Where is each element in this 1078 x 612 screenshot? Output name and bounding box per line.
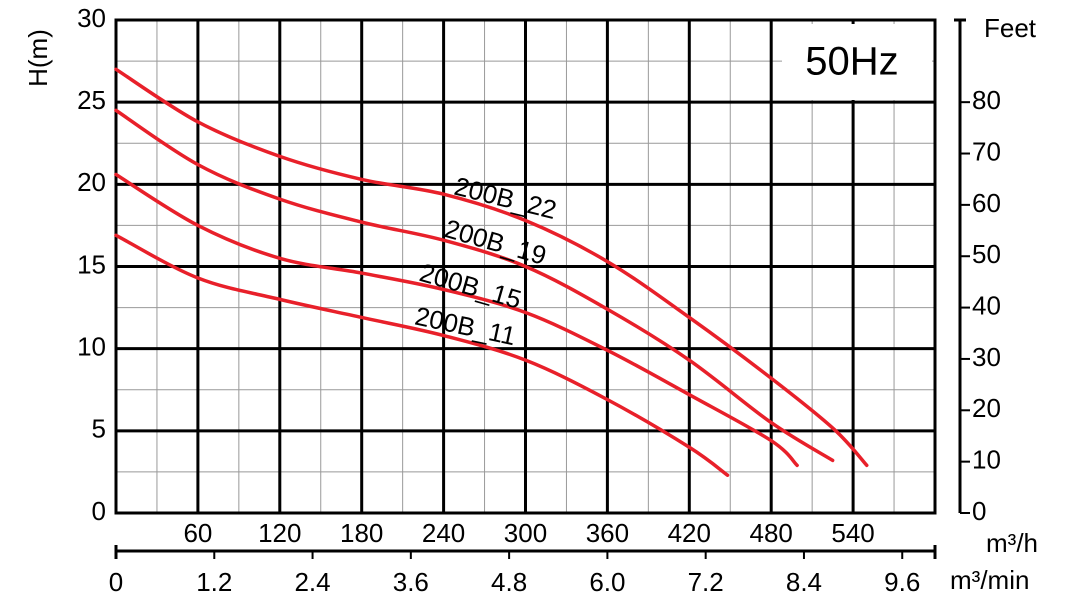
x2-tick-label: 8.4 [786, 567, 822, 597]
x2-tick-label: 0 [109, 567, 123, 597]
x2-tick-label: 4.8 [491, 567, 527, 597]
pump-curve [114, 172, 799, 468]
pump-curve [114, 233, 730, 477]
y-axis-label: H(m) [23, 29, 53, 87]
x2-tick-label: 2.4 [294, 567, 330, 597]
y2-tick-label: 40 [972, 290, 1001, 320]
y-tick-label: 10 [77, 332, 106, 362]
x-tick-label: 60 [183, 518, 212, 548]
x2-tick-label: 3.6 [393, 567, 429, 597]
x-tick-label: 300 [504, 518, 547, 548]
y-tick-label: 5 [92, 414, 106, 444]
x-tick-label: 180 [340, 518, 383, 548]
x2-axis-label: m³/min [950, 565, 1029, 595]
x-tick-label: 540 [831, 518, 874, 548]
y2-tick-label: 0 [972, 496, 986, 526]
y2-axis-label: Feet [984, 13, 1037, 43]
y-tick-label: 20 [77, 167, 106, 197]
pump-curve [114, 108, 835, 463]
y2-tick-label: 30 [972, 342, 1001, 372]
y-tick-label: 30 [77, 3, 106, 33]
curve-label: 200B_19 [441, 213, 549, 271]
x-tick-label: 240 [422, 518, 465, 548]
x2-tick-label: 9.6 [884, 567, 920, 597]
y-tick-label: 15 [77, 249, 106, 279]
y2-tick-label: 60 [972, 188, 1001, 218]
y-tick-label: 0 [92, 496, 106, 526]
y2-tick-label: 50 [972, 239, 1001, 269]
title-box [782, 24, 932, 100]
x-axis-label: m³/h [986, 528, 1038, 558]
y2-tick-label: 80 [972, 85, 1001, 115]
plot-border [114, 18, 937, 515]
x2-tick-label: 6.0 [589, 567, 625, 597]
y2-tick-label: 10 [972, 445, 1001, 475]
y-tick-label: 25 [77, 85, 106, 115]
x-tick-label: 120 [258, 518, 301, 548]
pump-curve [114, 67, 869, 468]
y2-tick-label: 70 [972, 136, 1001, 166]
x2-tick-label: 7.2 [688, 567, 724, 597]
x2-tick-label: 1.2 [196, 567, 232, 597]
y2-tick-label: 20 [972, 393, 1001, 423]
x-tick-label: 480 [750, 518, 793, 548]
curve-label: 200B_22 [451, 171, 559, 225]
x-tick-label: 420 [668, 518, 711, 548]
chart-title: 50Hz [805, 40, 898, 84]
x-tick-label: 360 [586, 518, 629, 548]
